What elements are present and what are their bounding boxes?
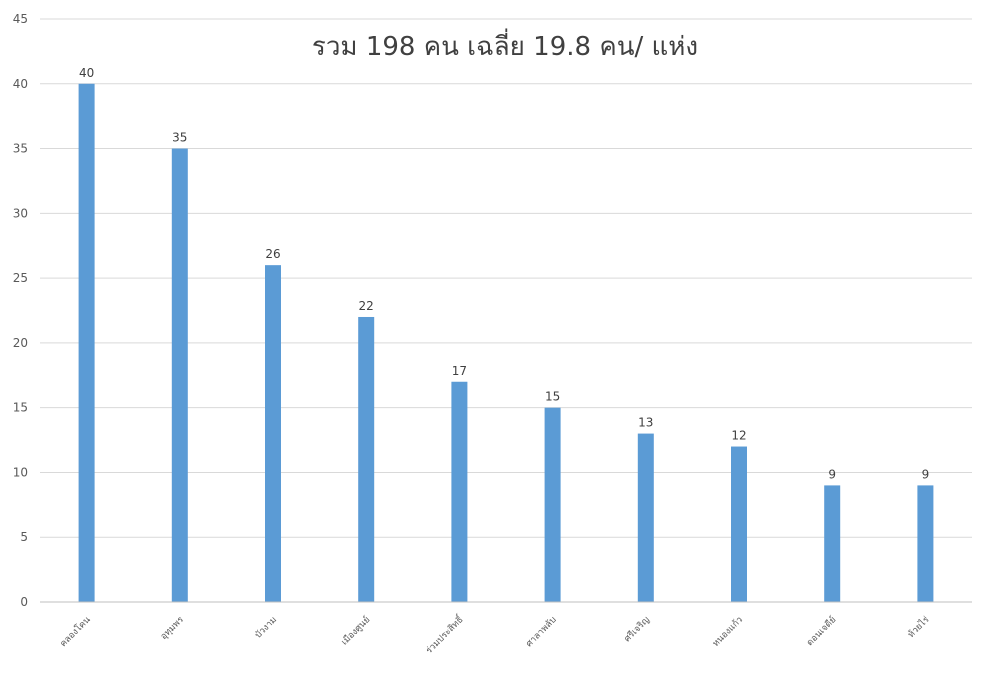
bar [171, 148, 188, 603]
data-label: 9 [922, 467, 930, 481]
chart-title: รวม 198 คน เฉลี่ย 19.8 คน/ แห่ง [312, 28, 698, 62]
category-label: อุทุมพร [159, 615, 186, 642]
category-label: คลองโคน [58, 614, 93, 649]
y-axis-ticks: 0 5 10 15 20 25 30 35 40 45 [13, 12, 28, 609]
category-label: เมืองศูนย์ [338, 614, 372, 648]
gridlines [40, 18, 972, 538]
data-label: 9 [828, 467, 836, 481]
data-label: 35 [172, 131, 187, 145]
y-tick-label: 45 [13, 12, 28, 26]
bar [731, 446, 747, 602]
bar [78, 83, 95, 603]
y-tick-label: 15 [13, 401, 28, 415]
y-tick-label: 20 [13, 336, 28, 350]
y-tick-label: 0 [20, 595, 28, 609]
bar [358, 316, 375, 602]
category-label: ศรีเจริญ [622, 614, 652, 644]
data-label: 15 [545, 390, 560, 404]
data-label: 13 [638, 416, 653, 430]
data-label: 40 [79, 66, 94, 80]
y-tick-label: 25 [13, 271, 28, 285]
y-tick-label: 10 [13, 465, 28, 479]
y-tick-label: 30 [13, 206, 28, 220]
data-labels: 40 35 26 22 17 15 13 12 9 9 [79, 66, 929, 482]
y-tick-label: 40 [13, 77, 28, 91]
bar [451, 381, 468, 602]
bar [917, 485, 934, 602]
x-axis-categories: คลองโคน อุทุมพร บัวงาม เมืองศูนย์ ร่วมประสิท… [58, 612, 932, 656]
data-label: 12 [731, 429, 746, 443]
category-label: บัวงาม [254, 615, 280, 641]
y-tick-label: 5 [20, 530, 28, 544]
bar [637, 433, 654, 602]
data-label: 17 [452, 364, 467, 378]
bar [265, 265, 281, 602]
bar [544, 407, 561, 602]
category-label: ร่วมประสิทธิ์ [422, 612, 466, 656]
data-label: 26 [265, 247, 280, 261]
data-label: 22 [359, 299, 374, 313]
category-label: ศาลาพลับ [524, 615, 558, 649]
category-label: หนองแก้ว [710, 614, 745, 649]
bar [824, 485, 841, 602]
category-label: ห้วยไร่ [906, 614, 932, 640]
category-label: ดอนเจดีย์ [804, 614, 839, 649]
bars [78, 83, 934, 603]
y-tick-label: 35 [13, 142, 28, 156]
